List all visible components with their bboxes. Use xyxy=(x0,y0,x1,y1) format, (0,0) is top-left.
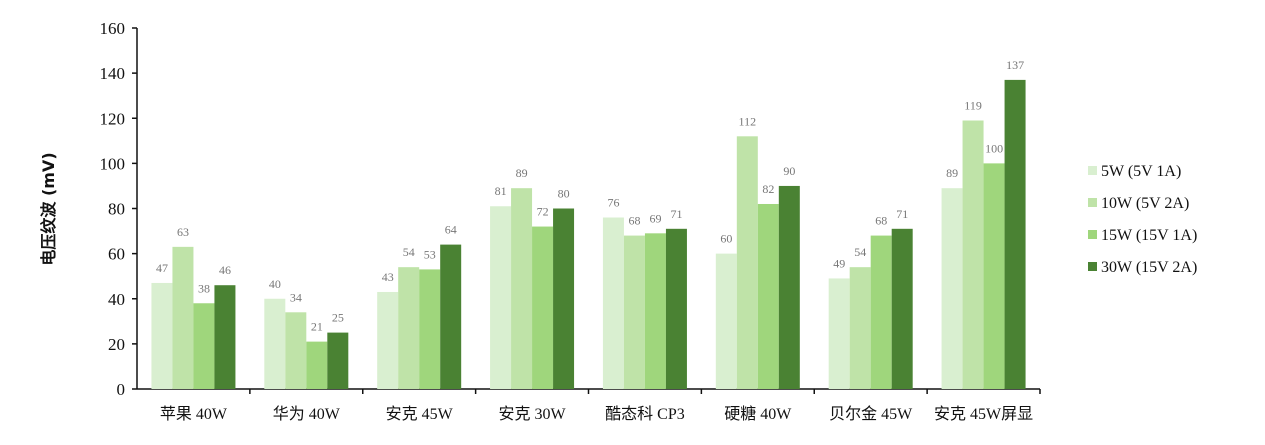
legend-label: 15W (15V 1A) xyxy=(1101,227,1197,244)
data-label: 63 xyxy=(177,225,189,239)
y-tick-label: 40 xyxy=(108,290,125,309)
bar xyxy=(172,246,194,389)
data-label: 46 xyxy=(219,263,231,277)
data-label: 119 xyxy=(964,99,982,113)
legend-swatch xyxy=(1088,198,1097,207)
legend-swatch xyxy=(1088,230,1097,239)
bar xyxy=(532,226,554,389)
bar xyxy=(440,244,462,389)
data-label: 76 xyxy=(607,196,619,210)
data-label: 100 xyxy=(985,141,1003,155)
data-label: 80 xyxy=(558,187,570,201)
data-label: 69 xyxy=(649,211,661,225)
x-tick-label: 安克 45W xyxy=(386,405,454,423)
bar xyxy=(151,282,173,389)
bar xyxy=(736,136,758,389)
y-tick-label: 120 xyxy=(100,109,126,128)
data-label: 71 xyxy=(670,207,682,221)
x-tick-label: 酷态科 CP3 xyxy=(605,405,685,423)
bar xyxy=(398,267,420,389)
data-label: 72 xyxy=(537,205,549,219)
y-tick-label: 60 xyxy=(108,245,125,264)
bar xyxy=(214,285,236,389)
x-tick-label: 苹果 40W xyxy=(160,405,228,423)
y-tick-label: 160 xyxy=(100,19,126,38)
data-label: 54 xyxy=(854,245,866,259)
legend-swatch xyxy=(1088,166,1097,175)
data-label: 112 xyxy=(739,114,757,128)
data-label: 68 xyxy=(628,214,640,228)
x-tick-label: 贝尔金 45W xyxy=(829,405,913,423)
y-tick-label: 80 xyxy=(108,200,125,219)
legend-label: 10W (5V 2A) xyxy=(1101,195,1189,212)
bar xyxy=(377,291,399,389)
data-label: 53 xyxy=(424,247,436,261)
y-tick-label: 20 xyxy=(108,335,125,354)
y-tick-label: 140 xyxy=(100,64,126,83)
x-tick-label: 华为 40W xyxy=(273,405,341,423)
bar xyxy=(941,188,963,389)
bar xyxy=(828,278,850,389)
bar xyxy=(849,267,871,389)
x-tick-label: 安克 45W屏显 xyxy=(934,405,1033,423)
bar xyxy=(1004,79,1026,390)
bar xyxy=(602,217,624,389)
data-label: 54 xyxy=(403,245,415,259)
data-label: 34 xyxy=(290,290,302,304)
bar xyxy=(644,233,666,389)
bar xyxy=(665,228,687,389)
bar xyxy=(490,206,512,389)
bar xyxy=(264,298,286,389)
bar xyxy=(962,120,984,389)
data-label: 49 xyxy=(833,256,845,270)
data-label: 89 xyxy=(946,166,958,180)
data-label: 90 xyxy=(783,164,795,178)
x-tick-label: 安克 30W xyxy=(499,405,567,423)
data-label: 81 xyxy=(495,184,507,198)
legend-label: 30W (15V 2A) xyxy=(1101,259,1197,276)
y-axis-label: 电压纹波 (mV) xyxy=(39,152,58,265)
data-label: 47 xyxy=(156,261,168,275)
data-label: 25 xyxy=(332,311,344,325)
bar xyxy=(870,235,892,389)
data-label: 137 xyxy=(1006,58,1024,72)
data-label: 89 xyxy=(516,166,528,180)
data-label: 82 xyxy=(762,182,774,196)
bar xyxy=(306,341,328,389)
axes: 0 20 40 60 80 100 120 140 160 苹果 40W 华为 40W 安克 45W 安… xyxy=(100,19,1041,423)
bar xyxy=(327,332,349,389)
data-label: 68 xyxy=(875,214,887,228)
data-label: 71 xyxy=(896,207,908,221)
legend-swatch xyxy=(1088,262,1097,271)
bar xyxy=(757,203,779,389)
bar xyxy=(193,303,215,389)
data-label: 40 xyxy=(269,277,281,291)
bar xyxy=(778,185,800,389)
legend-label: 5W (5V 1A) xyxy=(1101,163,1181,180)
bar xyxy=(553,208,575,389)
data-label: 64 xyxy=(445,223,457,237)
data-label: 38 xyxy=(198,281,210,295)
bar xyxy=(419,269,441,389)
bar xyxy=(983,163,1005,389)
y-tick-label: 100 xyxy=(100,154,126,173)
bar xyxy=(511,188,533,389)
data-label: 60 xyxy=(720,232,732,246)
bar xyxy=(623,235,645,389)
y-tick-label: 0 xyxy=(117,380,126,399)
bar xyxy=(891,228,913,389)
data-label: 43 xyxy=(382,270,394,284)
bar xyxy=(715,253,737,389)
bar xyxy=(285,312,307,389)
data-label: 21 xyxy=(311,320,323,334)
bars: 47 40 43 81 76 60 49 89 63 34 54 89 68 112 54 119 38 21 53… xyxy=(151,58,1026,390)
x-tick-label: 硬糖 40W xyxy=(724,405,792,423)
legend: 5W (5V 1A) 10W (5V 2A) 15W (15V 1A) 30W (15… xyxy=(1088,163,1197,276)
